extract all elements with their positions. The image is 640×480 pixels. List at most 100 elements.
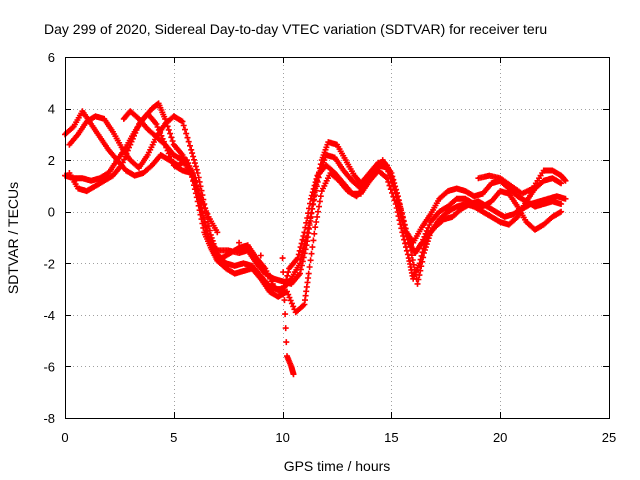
y-tick-label: 2 [48,153,55,168]
y-tick-label: -8 [43,411,55,426]
data-point-interp [308,192,315,199]
x-tick-label: 0 [61,430,68,445]
y-tick-label: -4 [43,308,55,323]
data-point-interp [301,241,308,248]
data-point-interp [287,297,294,304]
data-point [303,234,310,241]
data-point-interp [193,183,200,190]
data-point-interp [191,180,198,186]
data-point [312,224,319,231]
data-point-interp [422,247,428,253]
data-point-interp [198,216,205,223]
data-point-interp [389,173,396,180]
data-point-interp [185,138,192,145]
data-point-interp [183,130,190,137]
data-point-interp [168,134,175,141]
data-point-interp [298,240,305,247]
data-point-interp [385,178,392,185]
data-point [297,260,303,267]
data-points [62,100,569,378]
data-point-interp [307,257,314,264]
data-point-interp [422,244,429,251]
data-point-interp [283,276,290,283]
data-point-interp [410,261,417,268]
y-tick-label: -6 [43,359,55,374]
data-point-interp [396,201,403,208]
data-point-interp [308,250,315,257]
data-point-interp [182,126,188,133]
data-point-interp [190,176,197,183]
data-point-interp [415,276,422,283]
data-point-interp [281,297,288,304]
data-point-interp [297,244,304,251]
data-point-interp [189,173,196,180]
data-point-interp [197,211,204,218]
data-point-interp [409,257,416,263]
data-point-interp [290,303,297,310]
data-point-interp [302,238,309,245]
data-point-interp [307,200,313,207]
data-point [290,371,297,378]
data-point-interp [393,186,400,193]
data-point [562,195,569,202]
data-point [408,247,414,254]
y-tick-label: -2 [43,256,55,271]
data-point-interp [196,207,203,214]
data-point-interp [404,232,411,239]
data-point [414,280,421,287]
y-tick-label: 4 [48,102,55,117]
data-point [558,201,565,207]
data-point-interp [191,156,197,163]
data-point-interp [304,215,311,221]
data-point-interp [196,178,203,185]
data-point-interp [191,160,198,167]
data-point [194,170,201,176]
x-tick-label: 20 [493,430,507,445]
data-point [188,170,195,176]
data-point-interp [395,197,402,204]
x-axis-label: GPS time / hours [284,458,391,474]
data-point-interp [425,235,432,242]
data-point [188,146,195,153]
data-point-interp [283,339,290,346]
data-point-interp [195,189,202,196]
data-point-interp [295,251,302,258]
data-point-interp [407,243,414,250]
data-point [257,252,264,259]
data-point [297,270,303,277]
data-point-interp [284,272,291,279]
data-point [236,239,243,246]
data-point [401,221,408,228]
data-point-interp [386,182,393,189]
data-point-interp [314,213,321,220]
data-point-interp [312,179,319,186]
data-point-interp [411,266,418,273]
x-tick-label: 15 [384,430,398,445]
data-point-interp [187,142,193,149]
data-point-interp [306,264,313,270]
data-point [279,255,286,262]
data-point-interp [416,272,423,279]
data-point-interp [426,232,433,239]
data-point [384,175,390,182]
data-point-interp [184,134,191,141]
data-point-interp [306,205,312,212]
data-point-interp [200,224,207,231]
data-point-interp [309,189,316,196]
y-axis-label: SDTVAR / TECUs [5,182,21,294]
data-point-interp [313,219,320,225]
x-tick-label: 5 [170,430,177,445]
data-point-interp [305,210,312,217]
data-point-interp [282,325,289,332]
data-point [301,229,308,236]
data-point-interp [317,193,324,200]
data-point-interp [311,230,318,237]
data-point-interp [169,138,176,144]
data-point-interp [315,208,321,215]
data-point-interp [423,241,430,248]
data-point [179,118,186,125]
data-point-interp [397,205,404,212]
data-point-interp [165,126,172,133]
data-point-interp [296,247,303,254]
data-point [421,250,427,256]
